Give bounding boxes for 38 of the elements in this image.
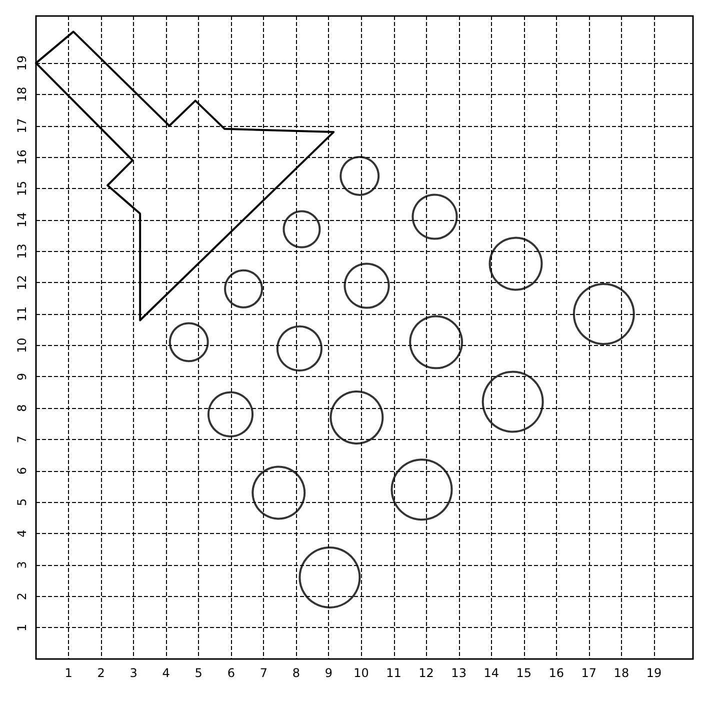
x-tick-label: 13 xyxy=(451,666,466,680)
x-tick-label: 9 xyxy=(324,666,333,680)
x-tick-label: 2 xyxy=(97,666,105,680)
x-tick-label: 4 xyxy=(162,666,170,680)
x-tick-label: 10 xyxy=(354,666,369,680)
y-tick-label: 18 xyxy=(15,86,29,102)
y-tick-label: 16 xyxy=(15,150,29,165)
y-tick-label: 3 xyxy=(15,561,29,569)
x-tick-label: 17 xyxy=(581,666,597,680)
x-tick-label: 6 xyxy=(227,666,235,680)
x-tick-label: 8 xyxy=(292,666,300,680)
y-tick-label: 6 xyxy=(15,466,29,475)
y-tick-label: 9 xyxy=(15,372,29,381)
y-tick-label: 14 xyxy=(15,212,29,228)
x-tick-label: 1 xyxy=(64,666,72,680)
y-tick-label: 4 xyxy=(15,530,29,538)
y-tick-label: 17 xyxy=(15,118,29,134)
y-tick-label: 7 xyxy=(15,436,29,444)
y-tick-label: 8 xyxy=(15,404,29,412)
x-tick-label: 15 xyxy=(516,666,532,680)
y-tick-label: 15 xyxy=(15,180,29,196)
x-tick-label: 14 xyxy=(484,666,499,680)
y-tick-label: 11 xyxy=(15,306,29,322)
x-tick-label: 7 xyxy=(260,666,268,680)
y-tick-label: 10 xyxy=(15,338,29,353)
x-tick-label: 5 xyxy=(194,666,202,680)
y-tick-label: 5 xyxy=(15,498,29,506)
y-tick-label: 2 xyxy=(15,592,29,600)
x-tick-label: 11 xyxy=(386,666,402,680)
y-tick-label: 12 xyxy=(15,274,29,290)
x-tick-label: 18 xyxy=(614,666,630,680)
y-tick-label: 19 xyxy=(15,55,29,71)
x-tick-label: 19 xyxy=(646,666,662,680)
x-tick-label: 16 xyxy=(548,666,564,680)
x-tick-label: 12 xyxy=(418,666,434,680)
y-tick-label: 1 xyxy=(15,624,29,632)
y-tick-label: 13 xyxy=(15,244,29,259)
x-tick-label: 3 xyxy=(130,666,138,680)
